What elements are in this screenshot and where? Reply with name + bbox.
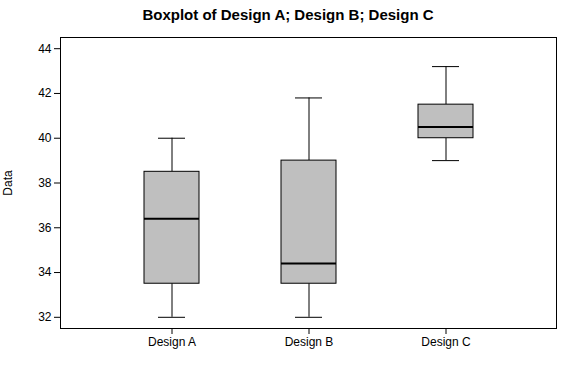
svg-text:Data: Data [1, 170, 15, 196]
svg-text:40: 40 [38, 131, 52, 145]
svg-text:Design A: Design A [148, 335, 196, 349]
svg-text:32: 32 [38, 310, 52, 324]
svg-text:34: 34 [38, 265, 52, 279]
svg-text:Design B: Design B [285, 335, 334, 349]
svg-text:44: 44 [38, 42, 52, 56]
svg-text:38: 38 [38, 176, 52, 190]
svg-text:Design C: Design C [421, 335, 471, 349]
svg-text:42: 42 [38, 86, 52, 100]
svg-text:36: 36 [38, 221, 52, 235]
html-text:Boxplot of Design A; Design B;: Boxplot of Design A; Design B; Design C [142, 6, 434, 23]
